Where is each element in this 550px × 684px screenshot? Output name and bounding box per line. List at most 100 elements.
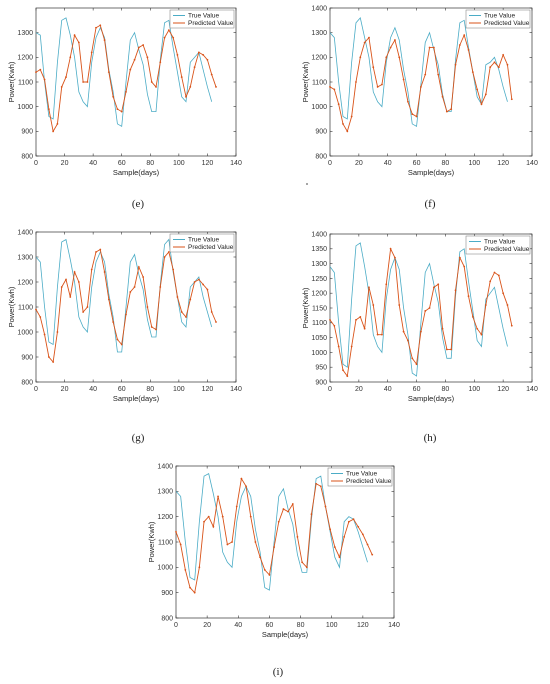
y-tick-label: 1400: [311, 231, 327, 238]
predicted-value-marker: [346, 130, 349, 133]
legend-entry: Predicted Value: [188, 20, 234, 27]
legend-box: [169, 9, 235, 29]
predicted-value-marker: [389, 247, 392, 250]
predicted-value-marker: [77, 281, 80, 283]
y-tick-label: 1100: [312, 320, 327, 327]
predicted-value-marker: [207, 515, 210, 518]
plot-frame: [35, 231, 237, 383]
predicted-value-marker: [43, 78, 46, 81]
predicted-value-marker: [463, 34, 466, 37]
x-tick-label: 20: [355, 386, 363, 393]
y-tick-label: 900: [21, 354, 33, 361]
predicted-value-marker: [407, 339, 409, 342]
predicted-value-marker: [189, 298, 192, 301]
y-tick-label: 1300: [311, 261, 327, 268]
predicted-value-marker: [385, 283, 388, 286]
x-tick-label: 40: [89, 160, 97, 167]
predicted-value-marker: [155, 86, 157, 88]
predicted-value-marker: [350, 345, 353, 348]
predicted-value-marker: [77, 41, 80, 44]
predicted-value-marker: [159, 286, 162, 288]
y-tick-label: 1050: [311, 335, 327, 342]
x-tick-label: 140: [388, 622, 400, 629]
predicted-value-marker: [163, 36, 166, 39]
predicted-value-marker: [215, 321, 217, 323]
predicted-value-marker: [437, 73, 440, 76]
x-axis-label: Sample(days): [408, 168, 455, 177]
predicted-value-marker: [146, 56, 149, 59]
predicted-value-marker: [398, 304, 401, 306]
x-tick-label: 140: [230, 160, 242, 167]
x-axis-label: Sample(days): [113, 168, 160, 177]
predicted-value-marker: [65, 76, 67, 78]
predicted-value-marker: [310, 513, 313, 516]
x-tick-label: 120: [202, 160, 214, 167]
y-axis-label: Power(Kwh): [301, 61, 310, 102]
predicted-value-marker: [363, 327, 366, 330]
predicted-value-marker: [301, 561, 304, 564]
x-tick-label: 100: [173, 386, 185, 393]
x-tick-label: 80: [297, 622, 305, 629]
legend-entry: Predicted Value: [484, 20, 530, 27]
predicted-value-marker: [185, 316, 187, 318]
predicted-value-marker: [376, 86, 379, 88]
predicted-value-marker: [338, 556, 341, 559]
predicted-value-marker: [103, 271, 106, 273]
x-tick-label: 120: [497, 386, 509, 393]
predicted-value-marker: [415, 115, 418, 118]
caption-h: (h): [423, 432, 437, 444]
predicted-value-marker: [249, 515, 252, 518]
predicted-value-marker: [107, 298, 110, 301]
x-axis-label: Sample(days): [408, 394, 455, 403]
predicted-value-marker: [52, 361, 55, 363]
predicted-value-marker: [305, 566, 308, 569]
predicted-value-marker: [184, 568, 187, 571]
predicted-value-marker: [366, 543, 369, 546]
predicted-value-marker: [193, 591, 196, 594]
predicted-value-marker: [125, 313, 127, 316]
predicted-value-marker: [193, 281, 196, 283]
x-tick-label: 40: [89, 386, 97, 393]
predicted-value-marker: [355, 81, 357, 83]
predicted-value-marker: [189, 86, 192, 88]
predicted-value-marker: [359, 315, 362, 318]
y-tick-label: 800: [21, 379, 33, 386]
predicted-value-marker: [99, 248, 102, 251]
predicted-value-marker: [203, 520, 205, 523]
y-axis-label: Power(Kwh): [7, 286, 16, 327]
predicted-value-marker: [206, 288, 209, 291]
predicted-value-marker: [210, 73, 213, 76]
y-tick-label: 950: [315, 365, 327, 372]
legend-entry: True Value: [188, 13, 219, 20]
predicted-value-marker: [493, 271, 496, 274]
predicted-value-marker: [52, 130, 55, 133]
predicted-value-marker: [137, 266, 140, 268]
predicted-value-marker: [357, 525, 360, 528]
predicted-value-marker: [282, 508, 285, 510]
y-tick-label: 1400: [157, 463, 173, 470]
predicted-value-marker: [268, 574, 271, 576]
chart-panel-h: 0 20 40 60 80 100 120 140 900 950 1000 1050 1100 1150…: [300, 228, 540, 410]
plot-frame: [329, 233, 533, 383]
y-tick-label: 1000: [311, 350, 327, 357]
chart-svg-e: 0 20 40 60 80 100 120 140 800 900 1000 1100 1200 1300…: [7, 7, 242, 177]
predicted-value-marker: [99, 24, 102, 27]
y-tick-label: 900: [161, 590, 173, 597]
predicted-value-marker: [146, 306, 149, 308]
predicted-value-marker: [176, 53, 179, 56]
caption-f: (f): [424, 198, 436, 210]
predicted-value-marker: [273, 546, 275, 548]
predicted-value-marker: [116, 338, 119, 341]
predicted-value-marker: [333, 546, 336, 548]
predicted-value-marker: [35, 308, 37, 311]
predicted-value-marker: [315, 482, 318, 485]
predicted-value-marker: [39, 316, 42, 318]
predicted-value-marker: [116, 108, 119, 111]
y-tick-label: 1000: [17, 104, 33, 111]
predicted-value-marker: [480, 333, 483, 336]
predicted-value-marker: [454, 63, 457, 66]
x-tick-label: 140: [230, 386, 242, 393]
predicted-value-marker: [176, 296, 179, 298]
predicted-value-marker: [150, 81, 153, 83]
predicted-value-marker: [463, 265, 466, 268]
